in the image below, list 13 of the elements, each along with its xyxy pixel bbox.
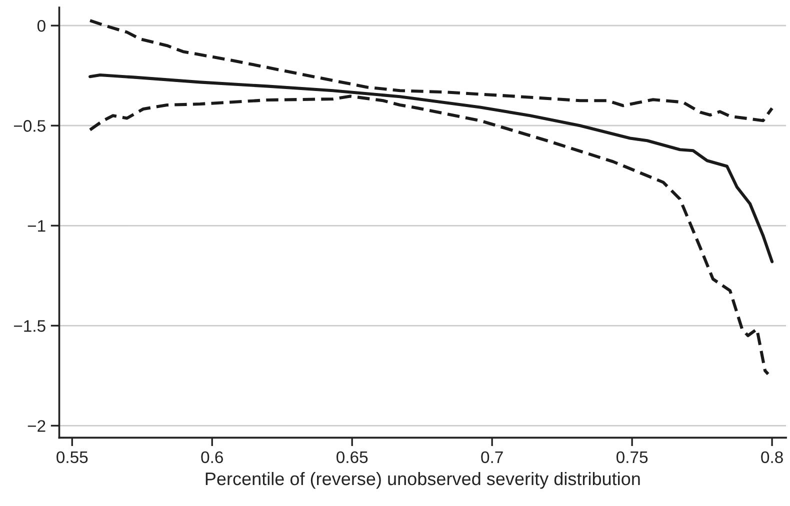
y-tick-label: 0 [37,20,46,32]
x-tick-label: 0.75 [616,451,648,464]
y-tick-label: −1 [28,220,46,232]
y-tick-label: −1.5 [14,320,46,332]
x-tick-label: 0.65 [336,451,368,464]
line-series [88,19,774,122]
x-tick-label: 0.7 [481,451,503,464]
x-axis-title: Percentile of (reverse) unobserved severity distribution [206,472,640,489]
x-tick-label: 0.8 [761,451,783,464]
x-tick-label: 0.6 [201,451,223,464]
y-tick-label: −2 [28,420,46,432]
x-tick-label: 0.55 [56,451,88,464]
y-tick-label: −0.5 [14,120,46,132]
